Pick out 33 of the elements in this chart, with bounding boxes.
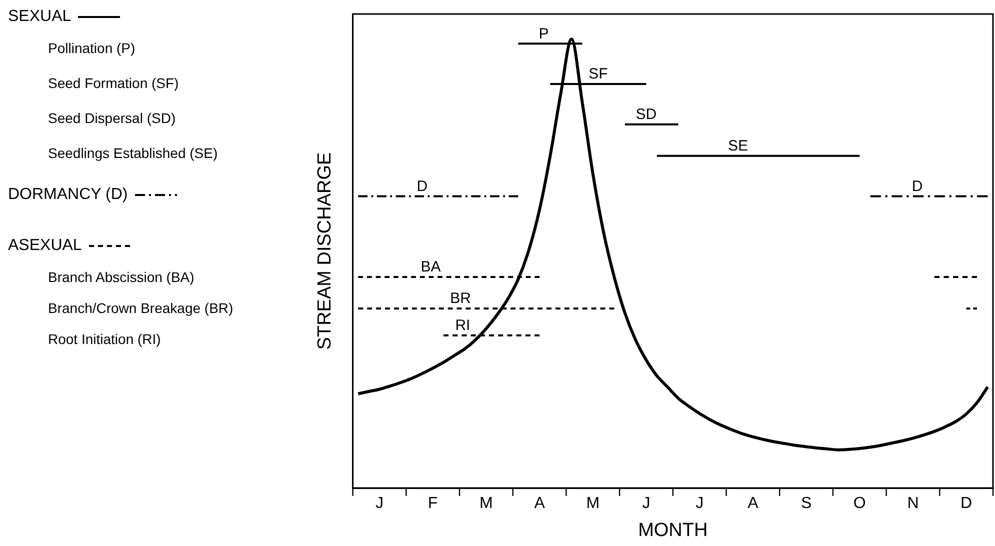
series-label: SF [588,66,608,83]
x-tick-label: J [375,495,384,512]
text: SEXUAL [8,8,72,26]
text: Pollination (P) [48,40,136,56]
x-tick-label: J [642,495,650,512]
x-tick-label: A [534,495,546,512]
text: Seed Formation (SF) [48,75,179,91]
x-tick-label: F [428,495,438,512]
x-tick-label: S [800,495,812,512]
series-label: SD [636,106,657,124]
x-tick-label: A [748,495,759,512]
series-label: RI [455,317,470,334]
x-tick-label: J [696,495,704,512]
x-tick-label: M [586,495,600,512]
x-tick-label: O [853,495,866,512]
series-label: D [912,178,923,195]
y-axis-title: STREAM DISCHARGE [314,152,336,350]
text: DORMANCY (D) [8,186,128,204]
x-axis-title: MONTH [638,520,708,541]
x-tick-label: M [480,495,493,512]
text: Seedlings Established (SE) [48,145,218,161]
series-label: BA [420,258,441,276]
text: ASEXUAL [8,237,82,255]
text: Branch Abscission (BA) [48,269,194,285]
x-tick-label: D [960,495,972,512]
series-label: P [538,25,549,42]
series-label: D [416,178,428,195]
text: Branch/Crown Breakage (BR) [48,300,234,316]
text: Root Initiation (RI) [48,331,161,347]
x-tick-label: N [907,495,919,512]
text: Seed Dispersal (SD) [48,110,176,126]
series-label: BR [450,290,472,308]
series-label: SE [728,137,748,154]
